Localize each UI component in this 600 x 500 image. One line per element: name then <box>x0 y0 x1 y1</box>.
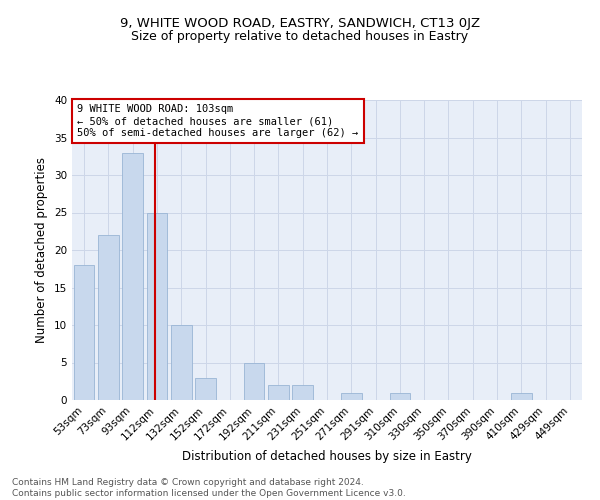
Text: 9 WHITE WOOD ROAD: 103sqm
← 50% of detached houses are smaller (61)
50% of semi-: 9 WHITE WOOD ROAD: 103sqm ← 50% of detac… <box>77 104 358 138</box>
Bar <box>389 392 410 400</box>
Bar <box>244 362 265 400</box>
Y-axis label: Number of detached properties: Number of detached properties <box>35 157 49 343</box>
Bar <box>122 152 143 400</box>
Bar <box>292 385 313 400</box>
Bar <box>146 212 167 400</box>
Bar <box>171 325 191 400</box>
Bar <box>268 385 289 400</box>
X-axis label: Distribution of detached houses by size in Eastry: Distribution of detached houses by size … <box>182 450 472 463</box>
Bar <box>195 378 216 400</box>
Text: Size of property relative to detached houses in Eastry: Size of property relative to detached ho… <box>131 30 469 43</box>
Text: 9, WHITE WOOD ROAD, EASTRY, SANDWICH, CT13 0JZ: 9, WHITE WOOD ROAD, EASTRY, SANDWICH, CT… <box>120 18 480 30</box>
Bar <box>341 392 362 400</box>
Bar <box>511 392 532 400</box>
Bar <box>74 265 94 400</box>
Bar <box>98 235 119 400</box>
Text: Contains HM Land Registry data © Crown copyright and database right 2024.
Contai: Contains HM Land Registry data © Crown c… <box>12 478 406 498</box>
